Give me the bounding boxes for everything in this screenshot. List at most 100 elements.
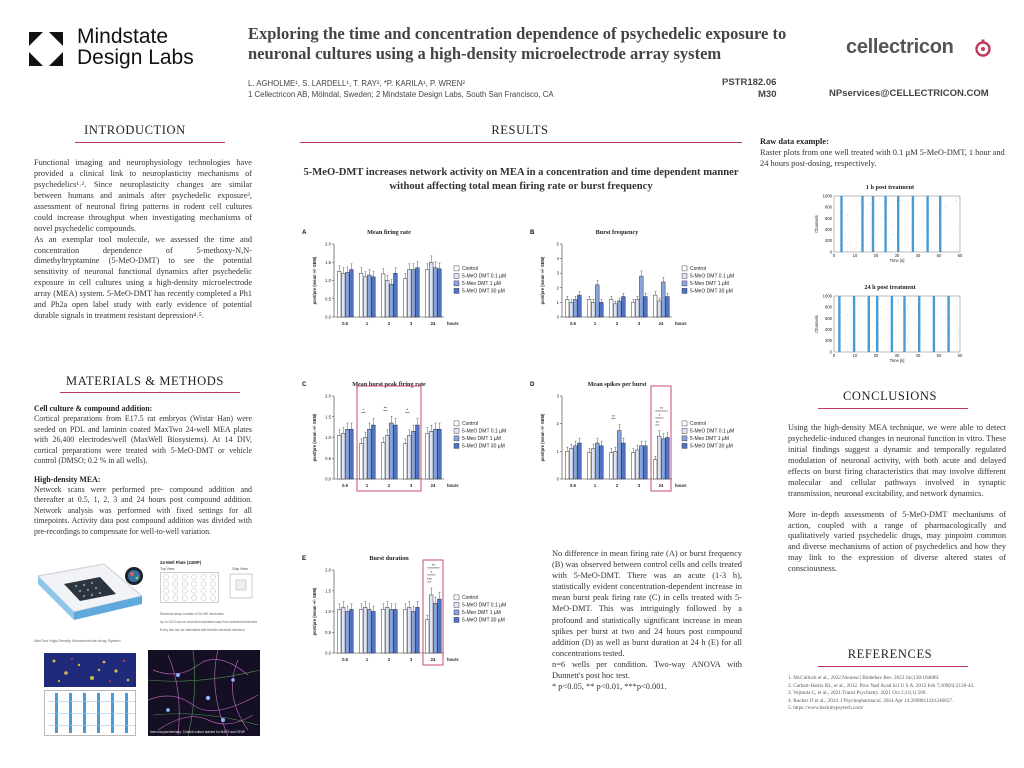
bar: [393, 424, 398, 480]
raster-burst: [852, 296, 856, 352]
raster-x-tick: 40: [916, 253, 921, 258]
plate-well: [191, 581, 198, 587]
x-tick-label: 24: [431, 657, 436, 662]
bar: [341, 607, 346, 654]
bar: [425, 269, 430, 318]
raster-y-tick: 800: [825, 205, 833, 210]
bar: [363, 437, 368, 480]
bar: [367, 428, 372, 480]
bar: [359, 609, 364, 654]
raster-spike: [847, 214, 848, 216]
bar: [653, 294, 658, 318]
methods-rule: [60, 392, 240, 393]
legend-swatch: [681, 288, 688, 294]
legend-swatch: [681, 428, 688, 434]
bar: [389, 422, 394, 480]
x-tick-label: 2: [388, 321, 391, 326]
raster-title: 24 h post treatment: [864, 284, 916, 291]
raster-burst: [890, 296, 894, 352]
bar: [599, 302, 604, 318]
legend-label: 5-MeO DMT 0.1 µM: [462, 603, 506, 609]
bar-chart-svg: A Mean firing rate post/pre (mean +/- SEM)…: [302, 229, 506, 326]
raster-spike: [902, 238, 904, 240]
raster-spike: [917, 300, 919, 301]
bar: [661, 438, 666, 480]
raster-spike: [845, 235, 846, 237]
legend-swatch: [453, 428, 460, 434]
raster-y-label: Channels: [814, 315, 819, 333]
raster-spike: [937, 211, 939, 213]
raster-spike: [875, 343, 876, 345]
raster-x-tick: 20: [874, 253, 879, 258]
legend-label: 5-MeO DMT 0.1 µM: [690, 429, 734, 435]
y-axis-label: post/pre (mean +/- SEM): [312, 413, 317, 461]
bar: [367, 274, 372, 318]
raster-spike: [906, 299, 907, 301]
legend-label: 5-Meo DMT 1 µM: [462, 281, 501, 287]
bar: [635, 449, 640, 480]
micro-caption: Immunocytochemistry: Cortical culture st…: [150, 730, 245, 735]
x-tick-label: 3: [410, 483, 413, 488]
raster-spike: [846, 215, 847, 216]
chart-title: Burst duration: [369, 555, 409, 562]
legend-swatch: [453, 273, 460, 279]
raster-spike: [892, 296, 894, 297]
raster-svg: 1 h post treatmentChannels02004006008001…: [814, 184, 963, 263]
raster-spike: [854, 212, 856, 214]
conclusions-rule: [818, 408, 968, 409]
bar: [389, 609, 394, 654]
raster-y-tick: 600: [825, 316, 833, 321]
bar: [429, 431, 434, 480]
raster-y-tick: 800: [825, 305, 833, 310]
raster-spike: [835, 231, 836, 233]
raster-x-tick: 10: [853, 353, 858, 358]
raster-spike: [901, 319, 903, 321]
bar: [433, 602, 438, 654]
x-tick-label: 0.5: [342, 321, 348, 326]
raster-x-tick: 50: [937, 253, 942, 258]
y-tick-label: 0.0: [325, 651, 331, 656]
contact-email[interactable]: NPservices@CELLECTRICON.COM: [829, 88, 989, 99]
significance-highlight-box: [422, 559, 444, 666]
reference-item: 4. Rucker JJ et al., 2024. J Psychopharm…: [788, 697, 954, 704]
immunocytochemistry-image: Immunocytochemistry: Cortical culture st…: [148, 650, 260, 736]
legend-swatch: [453, 265, 460, 272]
panel-letter: A: [302, 229, 307, 236]
significance-stars: *: [363, 408, 365, 413]
raster-spike: [934, 220, 935, 221]
raster-spike: [897, 301, 898, 303]
y-tick-label: 2.0: [325, 242, 331, 247]
raster-spike: [901, 219, 903, 221]
raster-burst: [861, 196, 864, 252]
legend-swatch: [681, 280, 688, 287]
chart-e: E Burst duration post/pre (mean +/- SEM) 0.…: [300, 548, 530, 683]
raster-spike: [857, 346, 858, 348]
methods-heading: MATERIALS & METHODS: [66, 374, 224, 388]
raster-spike: [902, 338, 904, 340]
reference-item[interactable]: 5. https://www.beckleypsytech.com/: [788, 705, 864, 712]
references-rule: [818, 666, 968, 667]
bar: [639, 275, 644, 318]
raster-spike: [879, 224, 880, 226]
y-tick-label: 1.0: [325, 278, 331, 283]
raster-spike: [841, 346, 842, 347]
raster-spike: [929, 201, 931, 203]
raster-spike: [906, 248, 907, 250]
raster-spike: [855, 249, 857, 251]
results-paragraph-3: * p<0.05, ** p<0.01, ***p<0.001.: [552, 682, 667, 692]
raster-burst: [911, 196, 915, 252]
significance-stars: *: [407, 408, 409, 413]
raster-spike: [929, 236, 930, 238]
raster-spike: [937, 311, 939, 313]
x-tick-label: 1: [594, 321, 597, 326]
significance-stars: *: [659, 413, 661, 418]
raster-spike: [908, 342, 910, 344]
raster-spike: [869, 203, 871, 205]
chart-d: D Mean spikes per burst post/pre (mean +/-…: [528, 374, 758, 509]
bar: [345, 611, 350, 654]
significance-stars: **: [612, 414, 616, 419]
raster-spike: [926, 306, 928, 308]
bar-chart-svg: E Burst duration post/pre (mean +/- SEM) 0.…: [302, 555, 506, 666]
x-tick-label: 3: [638, 483, 641, 488]
raster-spike: [846, 341, 848, 343]
